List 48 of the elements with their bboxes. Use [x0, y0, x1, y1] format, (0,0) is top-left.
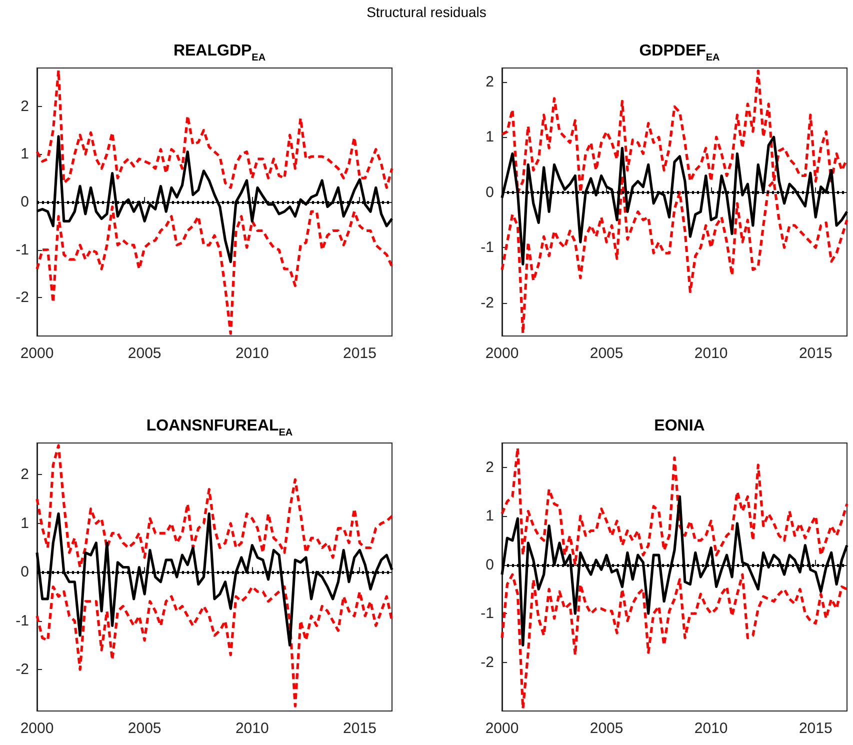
line-series: [36, 135, 394, 264]
line-series: [36, 205, 394, 335]
y-tick-label: -1: [480, 239, 494, 256]
y-tick-label: -1: [16, 612, 29, 630]
y-tick-label: -2: [16, 289, 29, 306]
y-tick-label: -1: [16, 241, 29, 258]
x-tick-label: 2000: [20, 345, 54, 362]
y-tick-label: 1: [20, 146, 29, 163]
x-tick-label: 2005: [590, 720, 624, 737]
text: Structural residuals: [366, 4, 488, 20]
line-series: [500, 446, 848, 566]
y-tick-label: 2: [20, 98, 29, 115]
y-tick-label: -2: [16, 661, 29, 678]
y-tick-label: 0: [486, 184, 494, 201]
line-series: [36, 512, 394, 647]
line-series: [36, 585, 394, 708]
x-tick-label: 2005: [128, 345, 162, 362]
line-series: [500, 573, 848, 710]
y-tick-label: 0: [20, 194, 29, 210]
line-series: [36, 444, 394, 569]
x-tick-label: 2010: [694, 345, 728, 362]
y-tick-label: 2: [486, 458, 494, 476]
x-tick-label: 2015: [798, 345, 832, 362]
x-tick-label: 2005: [128, 720, 162, 737]
y-tick-label: 2: [486, 73, 494, 90]
line-series: [500, 495, 848, 647]
y-tick-label: 1: [486, 508, 494, 525]
x-tick-label: 2010: [235, 720, 269, 737]
x-tick-label: 2010: [235, 345, 269, 362]
y-tick-label: -2: [480, 294, 494, 312]
x-tick-label: 2010: [694, 720, 728, 737]
y-tick-label: 0: [486, 556, 494, 574]
x-tick-label: 2005: [590, 345, 624, 362]
y-tick-label: -1: [480, 605, 494, 622]
x-tick-label: 2000: [20, 720, 54, 737]
line-series: [500, 136, 848, 266]
chart-title: EONIA: [654, 418, 706, 434]
x-tick-label: 2000: [485, 720, 519, 737]
y-tick-label: 0: [20, 564, 29, 581]
x-tick-label: 2015: [798, 720, 832, 737]
y-tick-label: -2: [480, 654, 494, 671]
y-tick-label: 1: [20, 514, 29, 532]
y-tick-label: 1: [486, 128, 494, 146]
line-series: [36, 69, 394, 189]
x-tick-label: 2015: [343, 720, 376, 737]
y-tick-label: 2: [20, 466, 29, 484]
x-tick-label: 2000: [485, 345, 519, 362]
x-tick-label: 2015: [343, 345, 376, 362]
